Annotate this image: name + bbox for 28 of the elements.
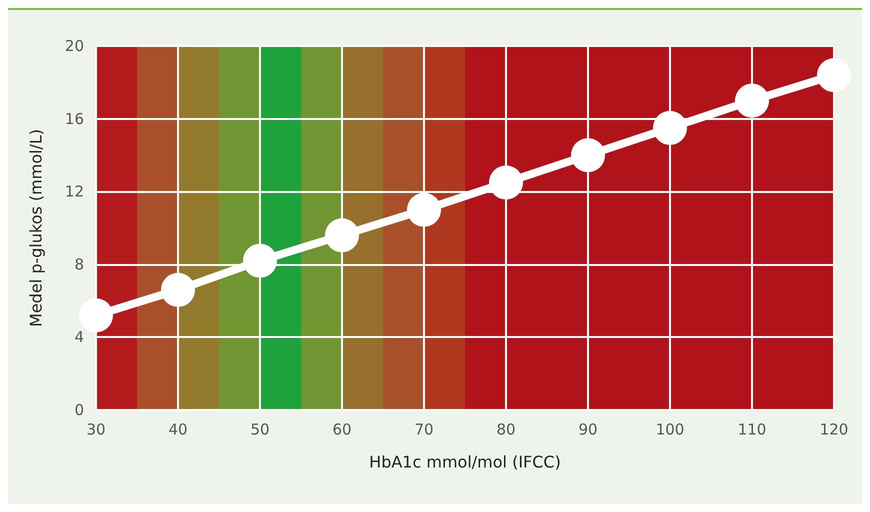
y-tick-label: 0 (74, 401, 84, 419)
point (79, 298, 113, 332)
x-tick-label: 110 (738, 420, 766, 438)
point (407, 192, 441, 227)
point (653, 110, 687, 145)
point (243, 244, 277, 278)
point (325, 218, 359, 252)
y-axis-title: Medel p-glukos (mmol/L) (26, 129, 46, 327)
x-tick-label: 40 (168, 420, 188, 438)
x-tick-label: 70 (414, 420, 434, 438)
point (571, 138, 605, 172)
y-tick-label: 4 (74, 328, 84, 346)
point (489, 166, 523, 200)
x-tick-label: 30 (86, 420, 106, 438)
x-tick-label: 50 (250, 420, 270, 438)
point (161, 272, 195, 307)
y-tick-label: 16 (64, 110, 84, 128)
x-tick-label: 60 (332, 420, 352, 438)
point (735, 84, 769, 118)
x-tick-label: 80 (496, 420, 516, 438)
x-axis-title: HbA1c mmol/mol (IFCC) (369, 452, 561, 472)
point (817, 58, 851, 92)
y-tick-label: 20 (64, 37, 84, 55)
x-tick-label: 120 (820, 420, 848, 438)
x-tick-label: 90 (578, 420, 598, 438)
y-tick-label: 12 (64, 182, 84, 201)
x-tick-label: 100 (656, 420, 684, 438)
y-tick-label: 8 (74, 255, 84, 274)
